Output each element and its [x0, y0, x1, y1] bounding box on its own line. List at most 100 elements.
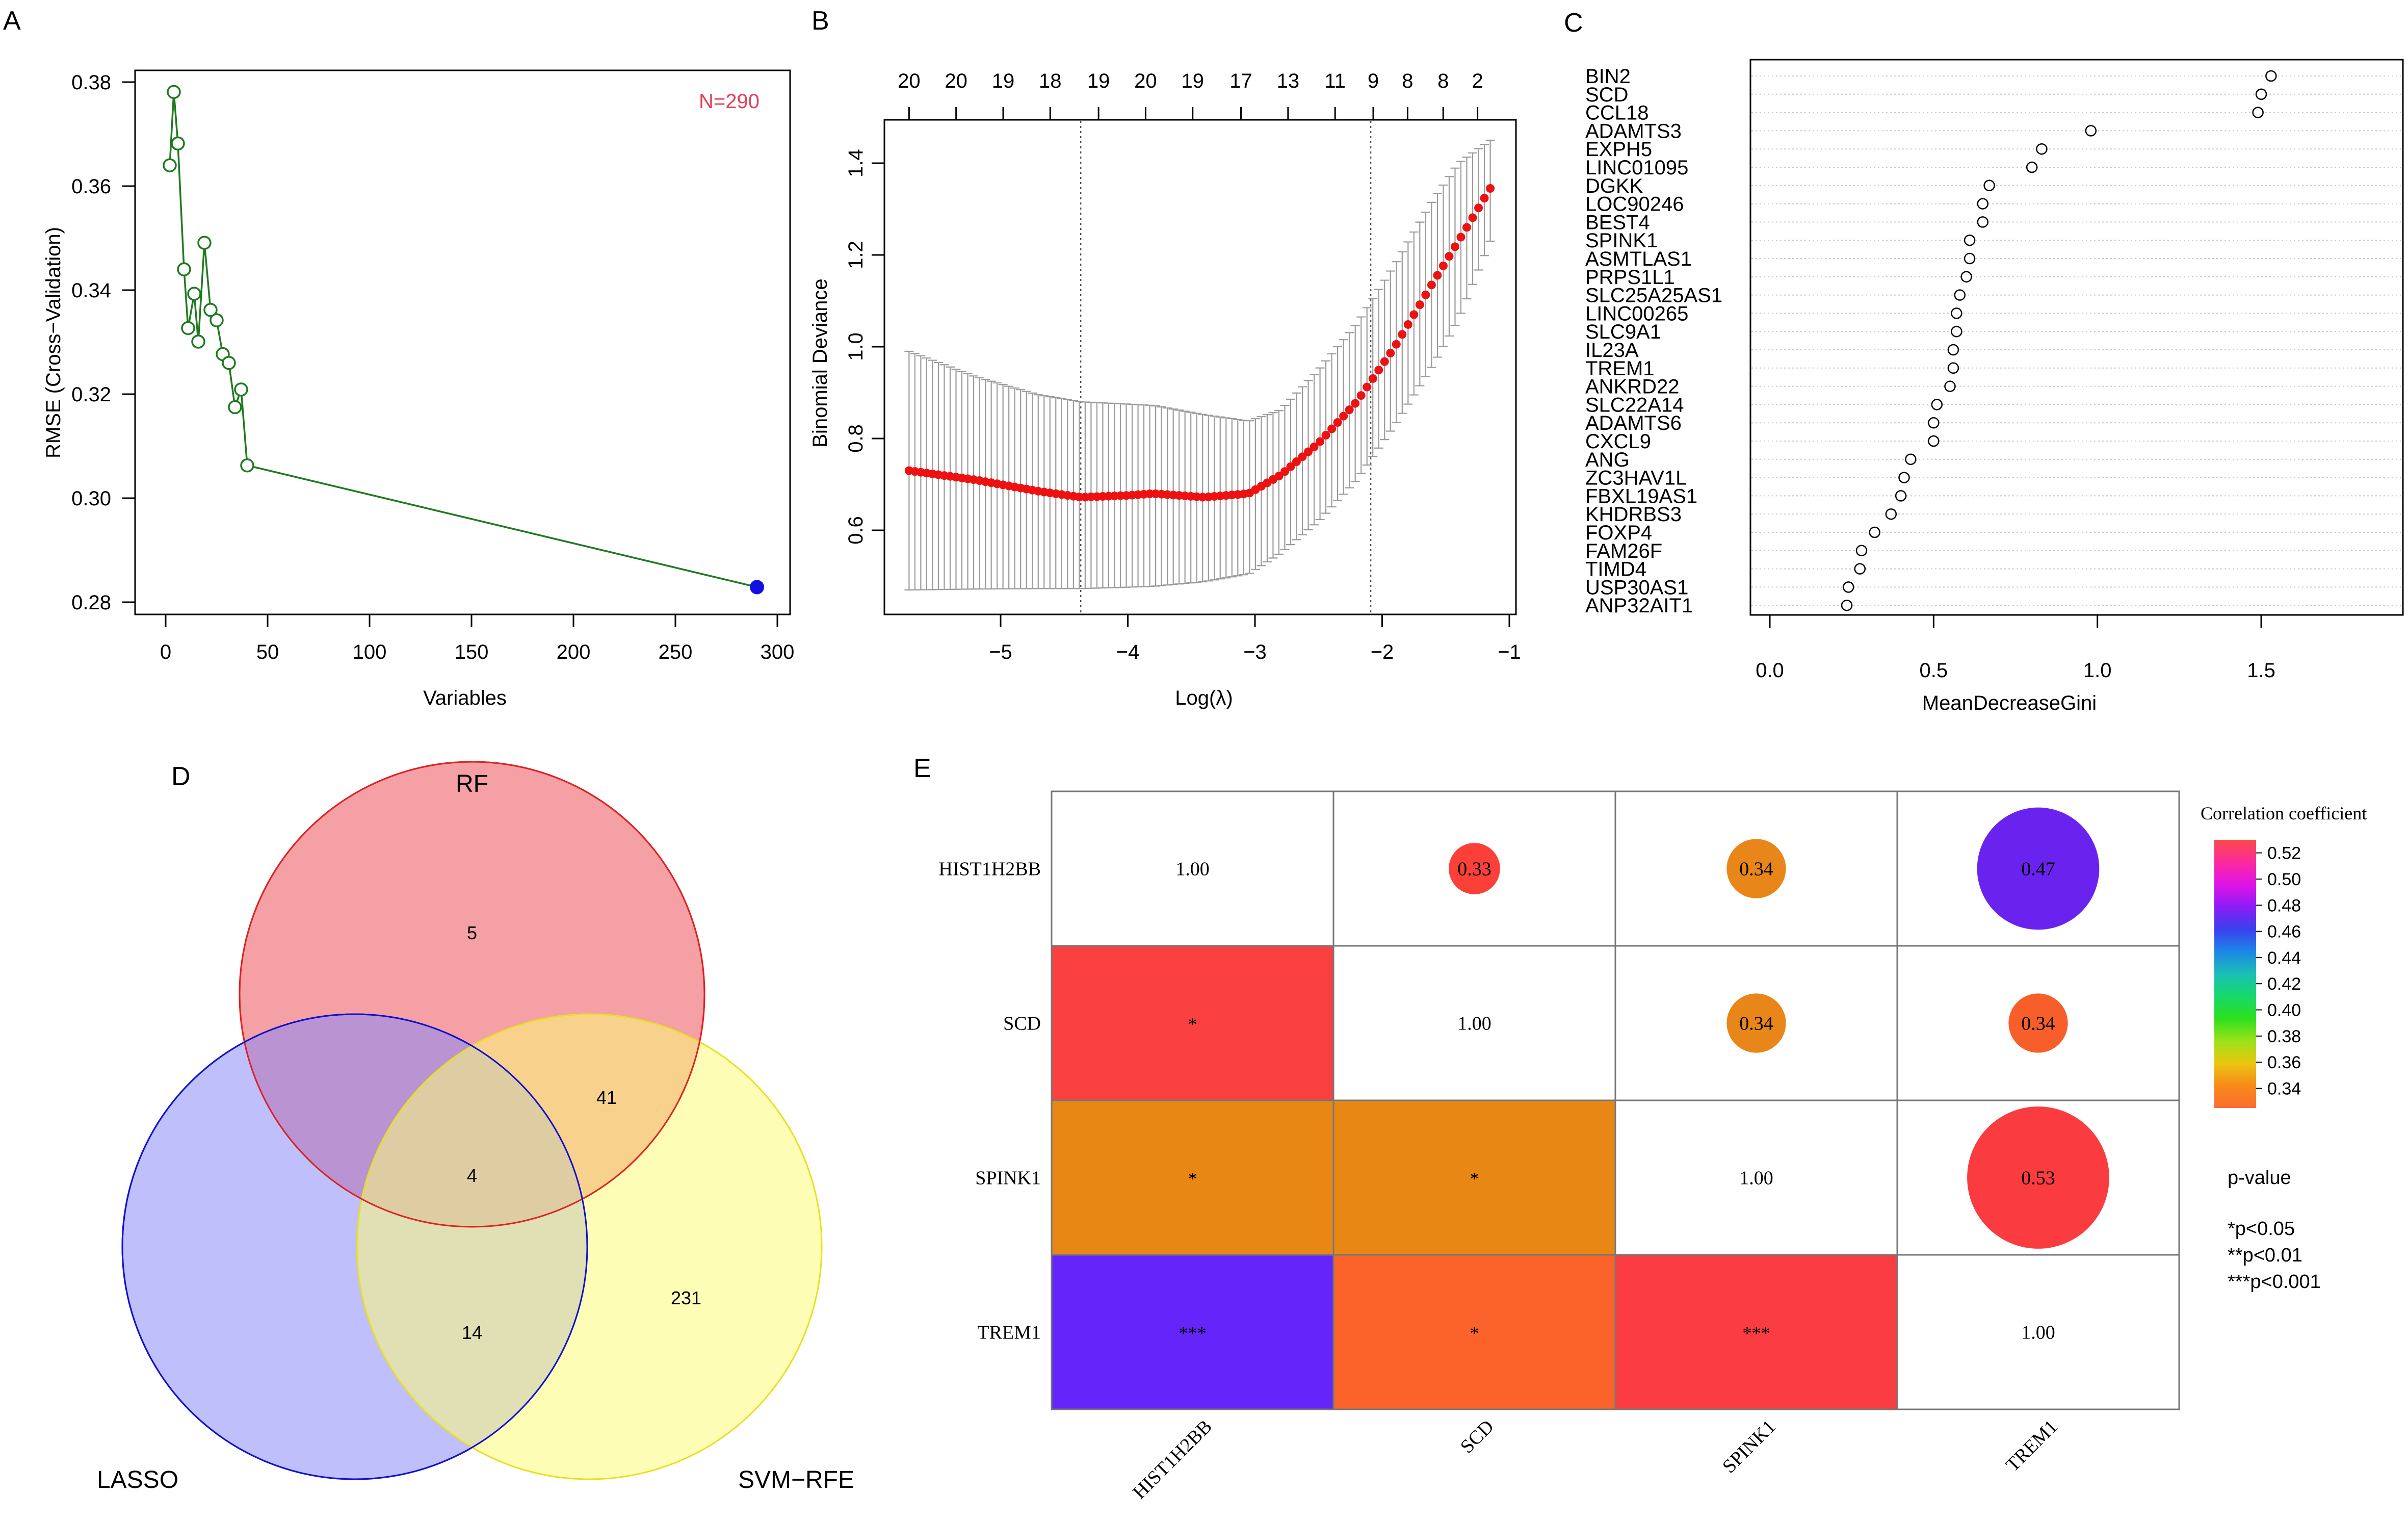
deviance-point [1480, 194, 1489, 203]
y-tick-label: 0.34 [71, 279, 111, 302]
top-tick-label: 11 [1324, 70, 1346, 92]
x-tick-label: 0.0 [1756, 659, 1784, 682]
correlation-value: 0.33 [1457, 859, 1491, 880]
x-axis-label: MeanDecreaseGini [1922, 692, 2097, 714]
row-label: ANP32AIT1 [1585, 595, 1693, 617]
deviance-point [1438, 261, 1448, 270]
x-tick-label: 0 [160, 641, 171, 663]
rmse-point [187, 287, 201, 301]
x-tick-label: 1.5 [2247, 659, 2275, 682]
importance-dot [1905, 453, 1917, 466]
top-tick-label: 20 [1134, 70, 1157, 92]
region-rf-svm: 41 [596, 1087, 617, 1108]
importance-dot [1944, 380, 1956, 392]
rmse-point [210, 313, 224, 327]
deviance-point [1486, 184, 1495, 193]
top-tick-label: 18 [1039, 70, 1062, 92]
panel-label-a: A [3, 6, 21, 36]
rmse-point [240, 458, 254, 473]
deviance-point [1445, 252, 1454, 261]
deviance-point [1292, 457, 1301, 466]
deviance-point [1304, 447, 1313, 456]
importance-dot [1954, 289, 1966, 301]
importance-dot [1842, 581, 1854, 593]
row-label: USP30AS1 [1585, 576, 1688, 599]
row-label: EXPH5 [1585, 138, 1652, 161]
importance-dot [1854, 563, 1866, 575]
venn-lasso-outline [121, 1013, 588, 1480]
axes: 0 50 100 150 200 250 300 0.28 0.30 0.32 0.34 0.36 0.… [71, 71, 794, 663]
deviance-point [1433, 271, 1442, 280]
row-label: ADAMTS6 [1585, 412, 1682, 434]
rmse-point [228, 400, 242, 415]
rmse-point [191, 334, 205, 349]
importance-dot [1983, 179, 1995, 192]
importance-dot [1841, 599, 1853, 611]
deviance-point [1450, 242, 1459, 251]
rfe-rmse-chart: 0 50 100 150 200 250 300 0.28 0.30 0.32 0.34 0.36 0.… [42, 69, 794, 709]
row-label: CXCL9 [1585, 430, 1651, 453]
best-point [750, 580, 764, 595]
top-tick-label: 8 [1402, 70, 1413, 92]
row-label: LINC00265 [1585, 302, 1688, 325]
x-tick-label: 300 [761, 641, 795, 663]
row-label: BEST4 [1585, 211, 1650, 234]
correlation-circle [1449, 843, 1500, 894]
legend-title: Correlation coefficient [2201, 803, 2367, 823]
rmse-point [222, 356, 236, 370]
correlation-circle [1977, 807, 2100, 930]
deviance-point [1298, 452, 1307, 461]
row-label: TIMD4 [1585, 558, 1646, 581]
deviance-point [1474, 203, 1483, 213]
significance-cell [1051, 1099, 1334, 1256]
rf-importance-chart: 0.0 0.5 1.0 1.5 BIN2SCDCCL18ADAMTS3EXPH5LIN… [1585, 59, 2404, 714]
importance-dot [1931, 399, 1943, 410]
deviance-point [1398, 330, 1407, 339]
row-label: SCD [1585, 84, 1628, 106]
top-tick-label: 8 [1437, 70, 1449, 92]
deviance-point [1462, 223, 1472, 232]
y-axis-label: Binomial Deviance [809, 278, 831, 447]
matrix-cell [1051, 790, 1334, 947]
row-label: TREM1 [977, 1322, 1041, 1344]
pvalue-note-3: ***p<0.001 [2228, 1271, 2321, 1293]
y-tick-label: 1.4 [845, 149, 867, 177]
row-label: FBXL19AS1 [1585, 485, 1697, 507]
row-label: LOC90246 [1585, 193, 1684, 216]
deviance-point [1415, 300, 1424, 310]
deviance-point [1321, 430, 1330, 440]
y-axis-label: RMSE (Cross−Validation) [42, 227, 65, 458]
x-tick-label: −2 [1371, 641, 1394, 663]
y-tick-label: 0.28 [71, 591, 111, 614]
row-label: BIN2 [1585, 65, 1631, 88]
pvalue-title: p-value [2228, 1167, 2291, 1189]
deviance-point [1380, 357, 1389, 366]
diagonal-value: 1.00 [1457, 1013, 1491, 1035]
top-tick-label: 19 [1087, 70, 1110, 92]
legend-tick-label: 0.40 [2267, 1001, 2301, 1020]
row-label: TREM1 [1585, 357, 1655, 380]
x-tick-label: 50 [256, 641, 279, 663]
matrix-cell [1896, 1254, 2180, 1410]
plot-frame [1749, 59, 2404, 616]
row-label: SPINK1 [975, 1168, 1041, 1189]
x-axis-label: Log(λ) [1175, 687, 1233, 709]
deviance-point [1403, 320, 1412, 329]
importance-dot [2085, 125, 2097, 137]
importance-dot [2252, 107, 2264, 118]
significance-cell [1332, 1254, 1616, 1410]
correlation-value: 0.34 [1739, 1013, 1773, 1035]
x-tick-label: −5 [989, 641, 1012, 663]
rmse-point [234, 382, 248, 397]
legend-tick-label: 0.52 [2267, 844, 2301, 863]
deviance-point [1286, 462, 1295, 471]
diagonal-value: 1.00 [1175, 859, 1210, 880]
panel-label-c: C [1564, 8, 1583, 38]
y-tick-label: 0.30 [71, 487, 111, 510]
pvalue-note-2: **p<0.01 [2228, 1245, 2302, 1266]
y-tick-label: 1.0 [845, 332, 867, 361]
column-label: HIST1H2BB [1129, 1416, 1216, 1504]
region-svm-only: 231 [671, 1287, 701, 1308]
correlation-circle [1726, 839, 1786, 898]
